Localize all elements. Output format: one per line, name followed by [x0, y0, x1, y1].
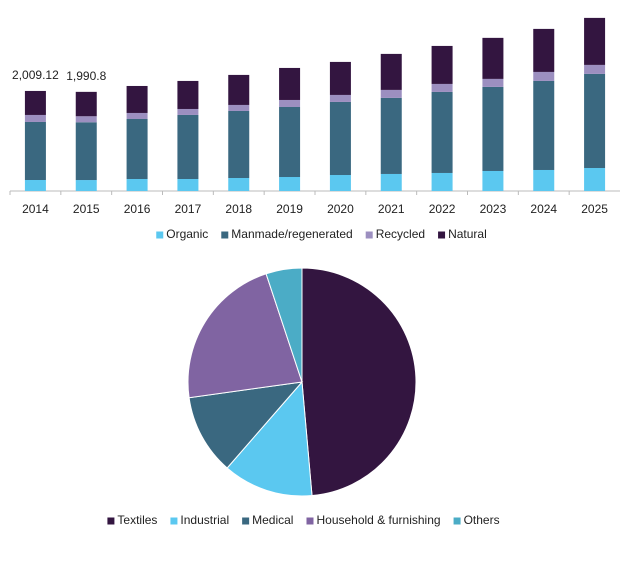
x-tick-label: 2015 — [73, 202, 100, 216]
x-tick-label: 2022 — [429, 202, 456, 216]
bar-segment — [126, 118, 148, 179]
bar-segment — [380, 89, 402, 98]
bar-segment — [24, 179, 46, 191]
pie-slice — [226, 380, 313, 497]
bar-segment — [75, 116, 97, 123]
bar-segment — [177, 108, 199, 115]
legend-swatch — [453, 517, 461, 525]
bar-segment — [482, 86, 504, 171]
legend-label: Organic — [166, 227, 208, 241]
bar-segment — [329, 175, 351, 191]
total-label: 2,009.12 — [12, 68, 59, 82]
total-label: 1,990.8 — [66, 69, 106, 83]
legend-swatch — [365, 231, 373, 239]
legend-label: Recycled — [376, 227, 425, 241]
legend-label: Manmade/regenerated — [231, 227, 352, 241]
bar-segment — [126, 85, 148, 113]
legend-swatch — [221, 231, 229, 239]
bar-segment — [431, 45, 453, 84]
bar-segment — [329, 94, 351, 102]
x-tick-label: 2025 — [581, 202, 608, 216]
bar-segment — [177, 178, 199, 191]
bar-segment — [584, 167, 606, 191]
bar-segment — [228, 110, 250, 179]
bar-segment — [24, 114, 46, 122]
legend-label: Medical — [252, 513, 293, 527]
bar-segment — [279, 99, 301, 107]
bar-segment — [228, 104, 250, 111]
x-tick-label: 2014 — [22, 202, 49, 216]
bar-segment — [24, 121, 46, 180]
pie-slice — [301, 267, 417, 497]
x-tick-label: 2024 — [530, 202, 557, 216]
bar-segment — [380, 53, 402, 90]
bar-segment — [584, 73, 606, 168]
bar-segment — [584, 64, 606, 74]
legend-label: Others — [464, 513, 500, 527]
bar-segment — [482, 78, 504, 87]
legend-swatch — [170, 517, 178, 525]
x-tick-label: 2017 — [175, 202, 202, 216]
legend-label: Household & furnishing — [316, 513, 440, 527]
x-tick-label: 2021 — [378, 202, 405, 216]
bar-segment — [380, 173, 402, 191]
x-tick-label: 2023 — [480, 202, 507, 216]
bar-segment — [431, 83, 453, 92]
bar-segment — [584, 17, 606, 65]
bar-segment — [24, 90, 46, 115]
bar-segment — [431, 172, 453, 191]
bar-segment — [329, 61, 351, 95]
legend-swatch — [438, 231, 446, 239]
bar-segment — [533, 71, 555, 81]
bar-segment — [126, 178, 148, 191]
bar-segment — [329, 101, 351, 176]
bar-segment — [279, 177, 301, 191]
pie-slice — [265, 267, 303, 383]
bar-segment — [75, 122, 97, 181]
x-tick-label: 2019 — [276, 202, 303, 216]
bar-segment — [533, 80, 555, 170]
bar-segment — [177, 114, 199, 179]
bar-segment — [228, 74, 250, 105]
bar-segment — [380, 97, 402, 174]
legend-swatch — [242, 517, 250, 525]
legend-label: Textiles — [117, 513, 157, 527]
x-tick-label: 2020 — [327, 202, 354, 216]
bar-segment — [177, 80, 199, 109]
pie-slice — [187, 273, 303, 399]
bar-segment — [279, 67, 301, 100]
x-tick-label: 2016 — [124, 202, 151, 216]
bar-segment — [279, 106, 301, 178]
legend-swatch — [156, 231, 164, 239]
bar-segment — [533, 169, 555, 191]
bar-segment — [482, 37, 504, 79]
bar-segment — [431, 91, 453, 173]
legend-label: Industrial — [180, 513, 229, 527]
bar-segment — [533, 28, 555, 72]
legend-swatch — [306, 517, 314, 525]
legend-swatch — [107, 517, 115, 525]
bar-segment — [482, 170, 504, 191]
pie-slice — [188, 381, 304, 469]
bar-segment — [75, 91, 97, 117]
legend-label: Natural — [448, 227, 487, 241]
x-tick-label: 2018 — [225, 202, 252, 216]
bar-segment — [228, 178, 250, 191]
bar-segment — [75, 180, 97, 191]
bar-segment — [126, 112, 148, 119]
